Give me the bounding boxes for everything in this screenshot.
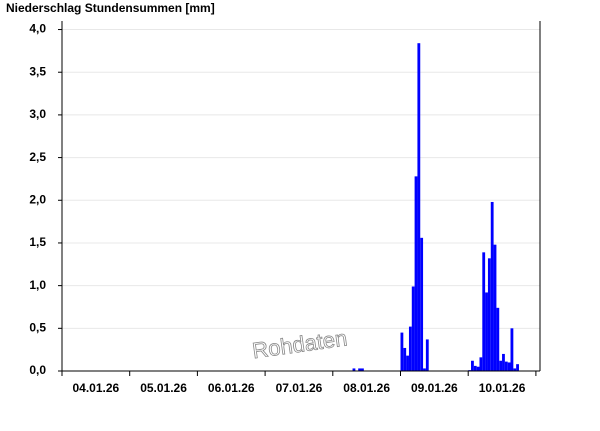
bar [423,368,426,371]
bar [479,357,483,371]
x-tick-label: 09.01.26 [411,381,458,395]
bar [406,355,409,371]
y-tick-label: 3,5 [29,64,46,78]
bar [513,368,517,371]
bar [493,244,497,371]
chart-title: Niederschlag Stundensummen [mm] [6,1,215,15]
y-tick-label: 3,0 [29,107,46,121]
bar [510,328,514,371]
bar [487,258,491,371]
bar [476,366,480,371]
bar [417,43,421,371]
bar [504,361,508,371]
bar [490,201,494,371]
bar [499,360,503,371]
bar [400,332,404,371]
x-tick-label: 04.01.26 [72,381,119,395]
bar [425,339,429,371]
bar [496,307,500,371]
x-tick-label: 10.01.26 [479,381,526,395]
x-tick-label: 08.01.26 [343,381,390,395]
x-tick-label: 06.01.26 [208,381,255,395]
bar [408,326,412,371]
y-tick-label: 0,0 [29,363,46,377]
bar [358,368,362,371]
y-tick-label: 1,0 [29,278,46,292]
bar [403,347,407,371]
bar [471,360,474,371]
bar [482,252,486,371]
y-tick-label: 2,5 [29,150,46,164]
bar [502,353,505,371]
y-tick-label: 2,0 [29,192,46,206]
bar [507,362,511,371]
bar [516,364,519,371]
bar [473,365,477,371]
bar [414,176,418,371]
bar [361,368,364,371]
y-tick-label: 4,0 [29,22,46,36]
y-tick-label: 0,5 [29,320,46,334]
bar [420,237,424,371]
bar [411,286,415,371]
watermark: Rohdaten [251,325,349,363]
bar [485,292,488,371]
x-tick-label: 07.01.26 [276,381,323,395]
x-tick-label: 05.01.26 [140,381,187,395]
y-tick-label: 1,5 [29,235,46,249]
bar [352,368,356,371]
